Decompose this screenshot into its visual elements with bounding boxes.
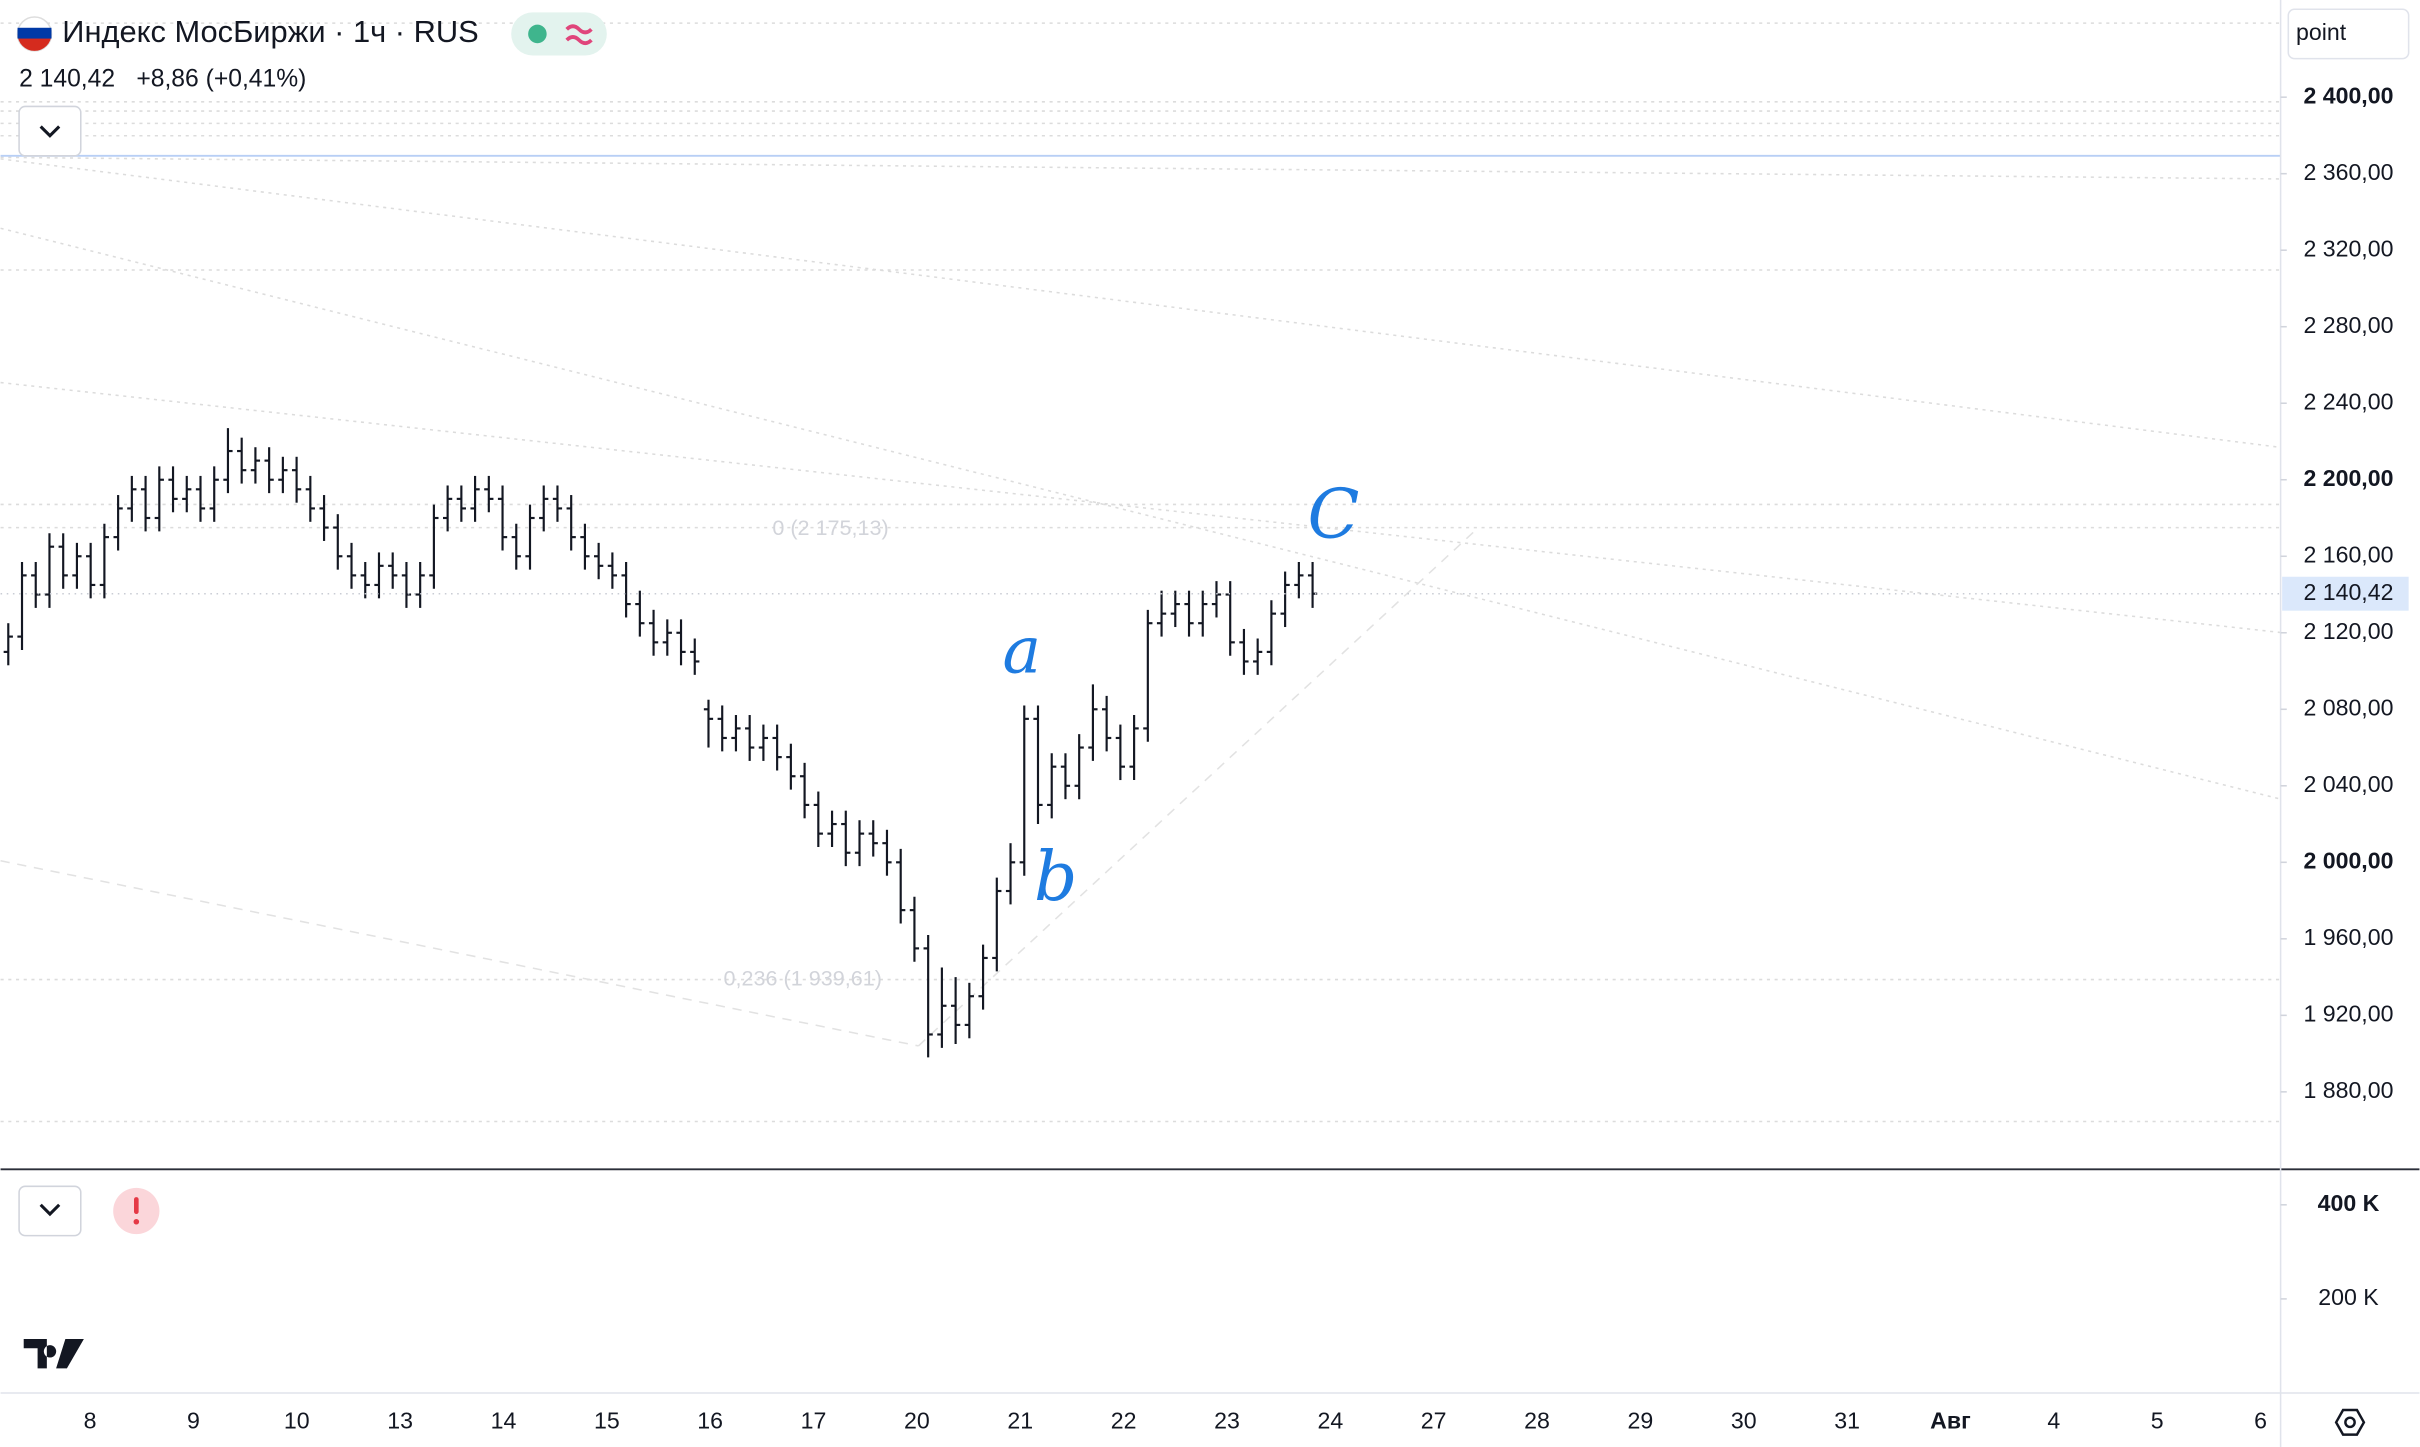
x-tick-label: 15 xyxy=(594,1407,620,1433)
y-tick-label: 2 200,00 xyxy=(2303,465,2393,491)
last-price: 2 140,42 xyxy=(19,66,115,93)
x-tick-label: 23 xyxy=(1214,1407,1240,1433)
error-mark xyxy=(134,1197,139,1215)
search-text[interactable]: point xyxy=(2296,19,2347,45)
x-tick-label: 24 xyxy=(1317,1407,1343,1433)
volume-tick-label: 400 K xyxy=(2318,1190,2380,1216)
x-tick-label: 17 xyxy=(801,1407,827,1433)
x-tick-label: 27 xyxy=(1421,1407,1447,1433)
x-tick-label: 22 xyxy=(1111,1407,1137,1433)
header: Индекс МосБиржи · 1ч · RUS 2 140,42 +8,8… xyxy=(16,8,2410,157)
x-tick-label: 21 xyxy=(1007,1407,1033,1433)
x-tick-label: 5 xyxy=(2151,1407,2164,1433)
y-tick-label: 2 320,00 xyxy=(2303,235,2393,261)
symbol-title[interactable]: Индекс МосБиржи · 1ч · RUS xyxy=(62,14,478,49)
status-badge[interactable] xyxy=(511,12,607,56)
y-tick-label: 2 360,00 xyxy=(2303,159,2393,185)
y-tick-label: 1 880,00 xyxy=(2303,1077,2393,1103)
chevron xyxy=(39,1203,61,1217)
y-tick-label: 2 280,00 xyxy=(2303,312,2393,338)
x-tick-label: 9 xyxy=(187,1407,200,1433)
y-tick-label: 2 240,00 xyxy=(2303,388,2393,414)
volume-tick-label: 200 K xyxy=(2318,1284,2379,1310)
chevron xyxy=(39,125,61,138)
x-tick-label: 28 xyxy=(1524,1407,1550,1433)
y-tick-label: 2 080,00 xyxy=(2303,694,2393,720)
fib-trend xyxy=(0,527,1479,1047)
x-tick-label: 6 xyxy=(2254,1407,2267,1433)
x-tick-label: Авг xyxy=(1930,1407,1971,1433)
y-tick-label: 2 040,00 xyxy=(2303,771,2393,797)
gear xyxy=(2334,1408,2366,1436)
trend-lines xyxy=(0,22,2281,1123)
y-tick-label: 2 120,00 xyxy=(2303,618,2393,644)
delayed-icon xyxy=(565,24,593,46)
x-tick-label: 31 xyxy=(1834,1407,1860,1433)
x-tick-label: 13 xyxy=(387,1407,413,1433)
error-dot xyxy=(133,1218,140,1225)
y-tick-label: 2 160,00 xyxy=(2303,541,2393,567)
fib-label: 0 (2 175,13) xyxy=(772,515,888,540)
last-price-label: 2 140,42 xyxy=(2303,579,2393,605)
search-box[interactable] xyxy=(2287,8,2410,60)
last-price-box xyxy=(2282,576,2409,611)
x-tick-label: 29 xyxy=(1628,1407,1654,1433)
x-tick-label: 30 xyxy=(1731,1407,1757,1433)
x-tick-label: 20 xyxy=(904,1407,930,1433)
y-tick-label: 2 400,00 xyxy=(2303,82,2393,108)
x-tick-label: 8 xyxy=(84,1407,97,1433)
flag-blue xyxy=(17,27,52,39)
y-tick-label: 2 000,00 xyxy=(2303,847,2393,873)
wave-label: a xyxy=(1002,614,1041,689)
tv-logo[interactable] xyxy=(23,1339,84,1369)
wave-label: b xyxy=(1034,838,1077,917)
collapse-button[interactable] xyxy=(18,105,82,157)
wave-label: C xyxy=(1307,475,1359,554)
price-change: +8,86 (+0,41%) xyxy=(136,66,306,93)
x-tick-label: 16 xyxy=(697,1407,723,1433)
x-tick-label: 4 xyxy=(2047,1407,2060,1433)
fib-label: 0,236 (1 939,61) xyxy=(724,965,882,990)
y-tick-label: 1 960,00 xyxy=(2303,924,2393,950)
collapse-button[interactable] xyxy=(18,1185,82,1237)
settings-icon[interactable] xyxy=(2334,1408,2366,1436)
x-tick-label: 10 xyxy=(284,1407,310,1433)
x-tick-label: 14 xyxy=(491,1407,517,1433)
market-open-dot xyxy=(528,24,547,44)
y-tick-label: 1 920,00 xyxy=(2303,1000,2393,1026)
gear-center xyxy=(2344,1416,2356,1429)
